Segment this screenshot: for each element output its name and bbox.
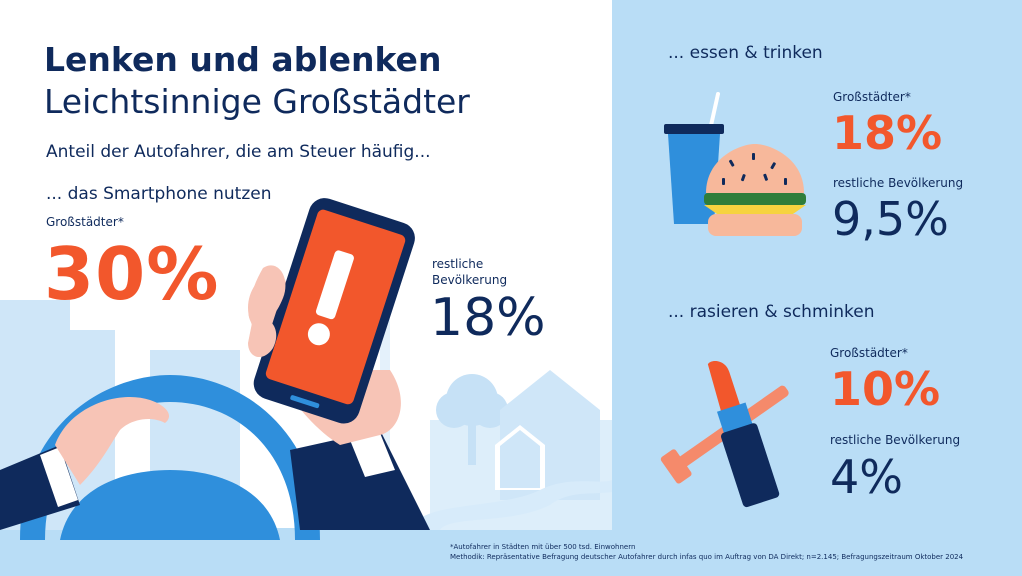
smartphone-group1-label: Großstädter*: [46, 215, 124, 229]
smartphone-group2-label-line2: Bevölkerung: [432, 273, 508, 287]
warning-exclamation-icon: [307, 250, 354, 346]
smartphone-group2-value: 18%: [430, 288, 546, 348]
page-subtitle: Leichtsinnige Großstädter: [44, 82, 470, 121]
grooming-group1-label: Großstädter*: [830, 346, 908, 360]
footnote-methodology: Methodik: Repräsentative Befragung deuts…: [450, 553, 964, 561]
intro-text: Anteil der Autofahrer, die am Steuer häu…: [46, 142, 431, 162]
grooming-group1-value: 10%: [830, 362, 941, 416]
page-title: Lenken und ablenken: [44, 40, 442, 79]
smartphone-group2-label-line1: restliche: [432, 257, 484, 271]
grooming-group2-value: 4%: [830, 450, 903, 504]
house-icon: [495, 370, 600, 500]
eating-group1-label: Großstädter*: [833, 90, 911, 104]
eating-group1-value: 18%: [832, 106, 943, 160]
burger-icon: [704, 144, 806, 236]
smartphone-group1-value: 30%: [44, 232, 220, 316]
eating-group2-value: 9,5%: [832, 192, 949, 246]
tree-icon: [436, 374, 508, 465]
eating-heading: ... essen & trinken: [668, 43, 823, 63]
right-fingers: [248, 265, 286, 358]
smartphone-heading: ... das Smartphone nutzen: [46, 184, 272, 204]
road: [410, 480, 612, 530]
grooming-group2-label: restliche Bevölkerung: [830, 433, 961, 447]
lipstick-icon: [707, 360, 780, 508]
left-hand: [0, 397, 170, 530]
eating-group2-label: restliche Bevölkerung: [833, 176, 964, 190]
grooming-heading: ... rasieren & schminken: [668, 302, 875, 322]
footnote-definition: *Autofahrer in Städten mit über 500 tsd.…: [450, 543, 636, 551]
